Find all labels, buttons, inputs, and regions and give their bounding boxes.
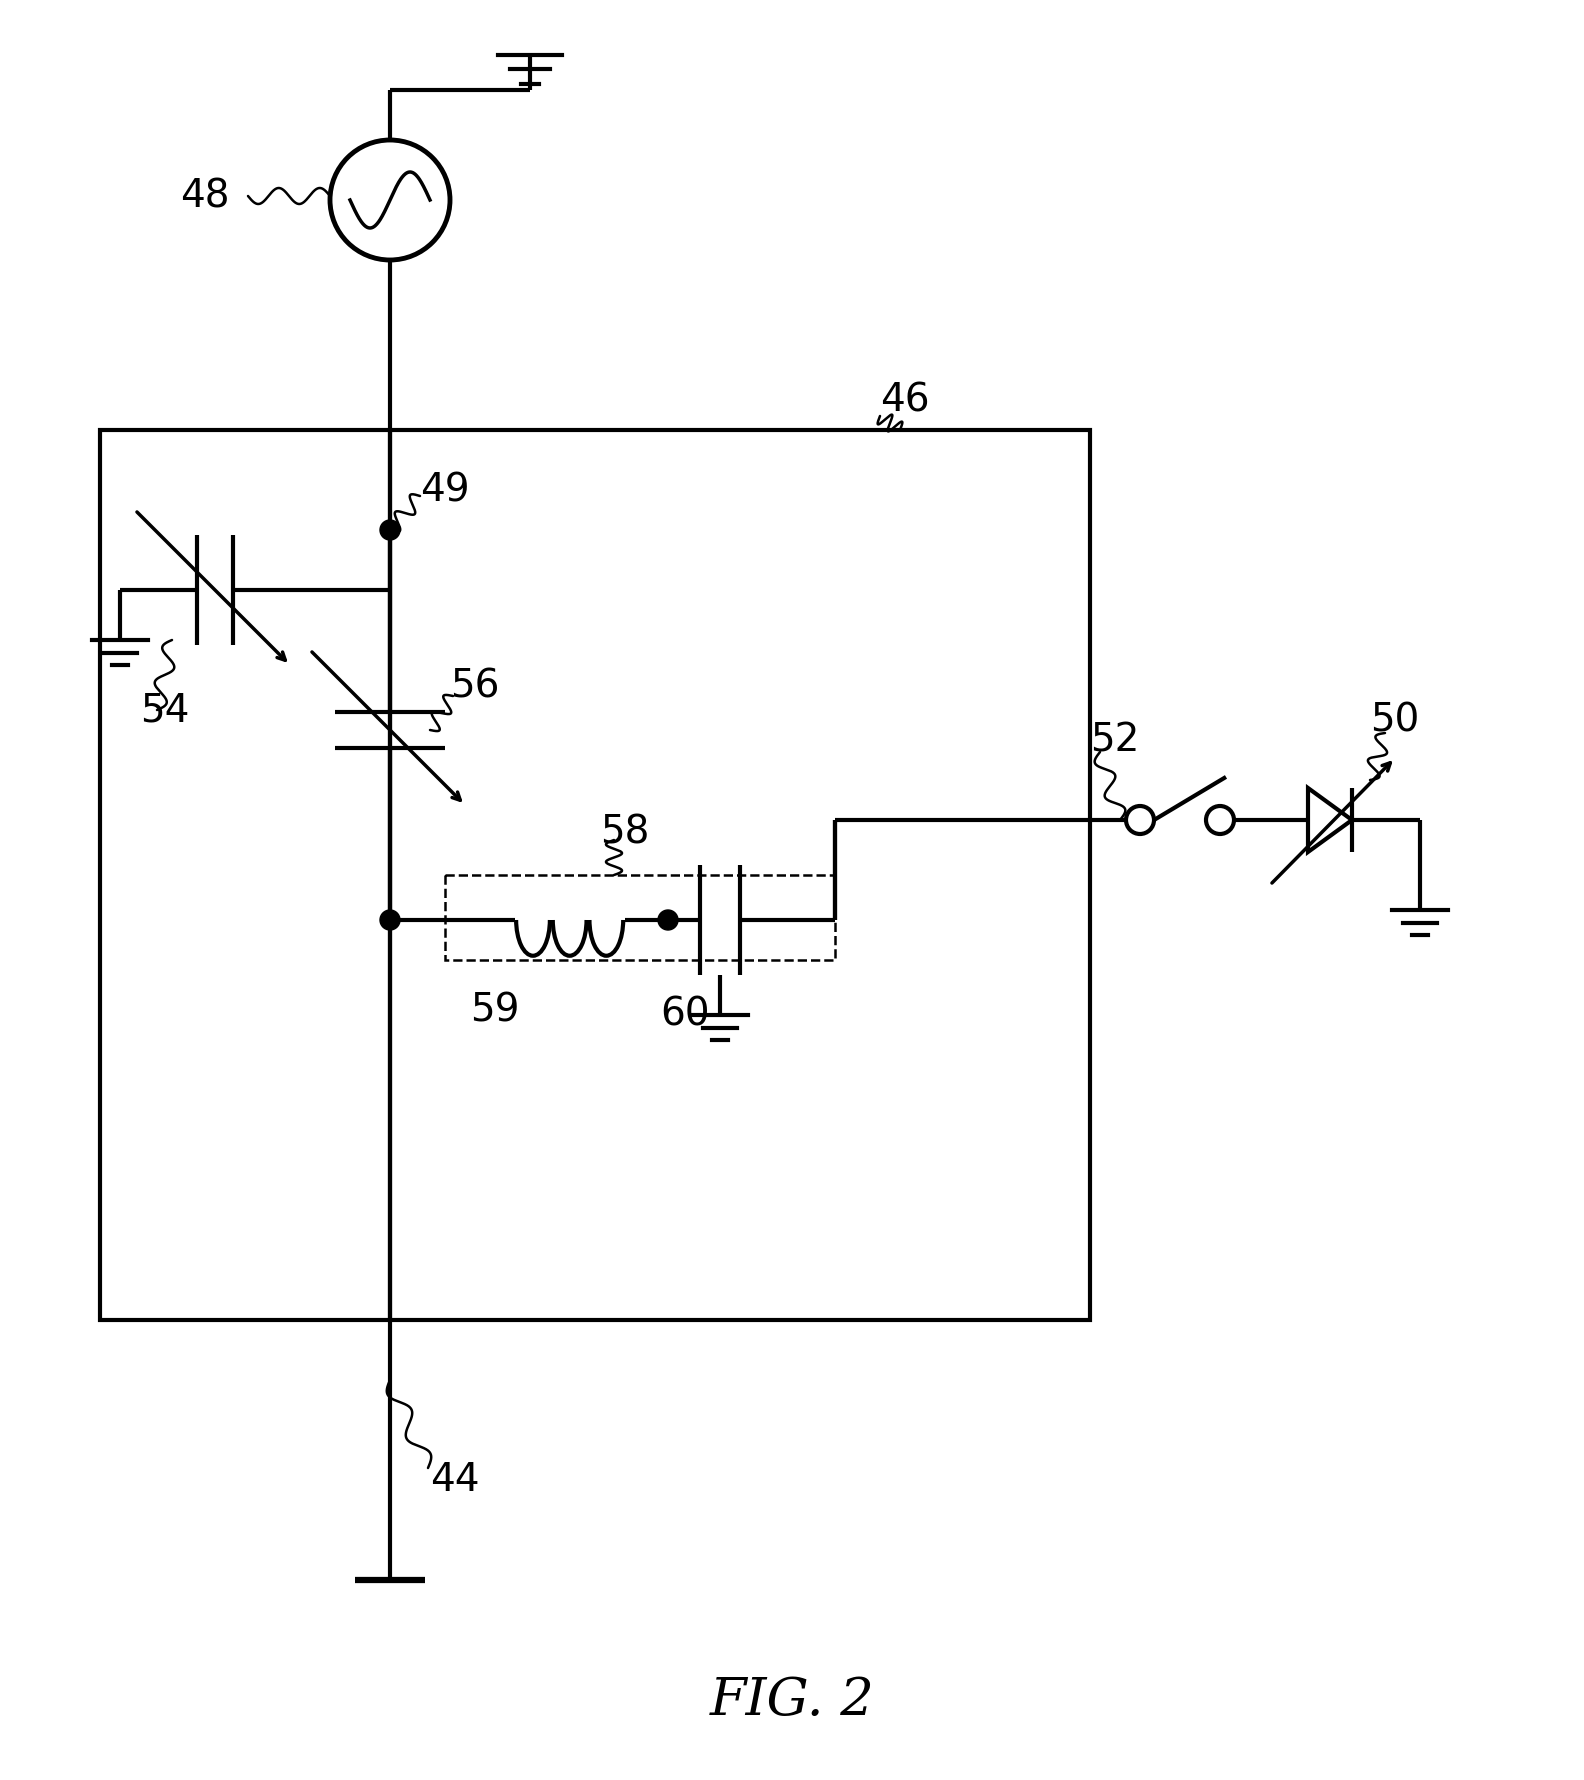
Text: 49: 49 xyxy=(420,472,469,509)
Circle shape xyxy=(380,910,401,929)
Bar xyxy=(445,876,835,959)
Text: 52: 52 xyxy=(1090,721,1139,758)
Text: 60: 60 xyxy=(661,997,710,1034)
Circle shape xyxy=(1205,806,1234,835)
Text: 54: 54 xyxy=(139,691,190,730)
Text: 58: 58 xyxy=(600,813,649,851)
Circle shape xyxy=(380,520,401,539)
Text: FIG. 2: FIG. 2 xyxy=(710,1675,874,1725)
Text: 44: 44 xyxy=(429,1461,480,1499)
Circle shape xyxy=(1126,806,1155,835)
Text: 48: 48 xyxy=(181,176,230,215)
Text: 56: 56 xyxy=(450,668,499,705)
Text: 59: 59 xyxy=(470,991,520,1029)
Text: 46: 46 xyxy=(881,381,930,418)
Bar xyxy=(100,431,1090,1321)
Text: 50: 50 xyxy=(1370,701,1419,739)
Circle shape xyxy=(657,910,678,929)
